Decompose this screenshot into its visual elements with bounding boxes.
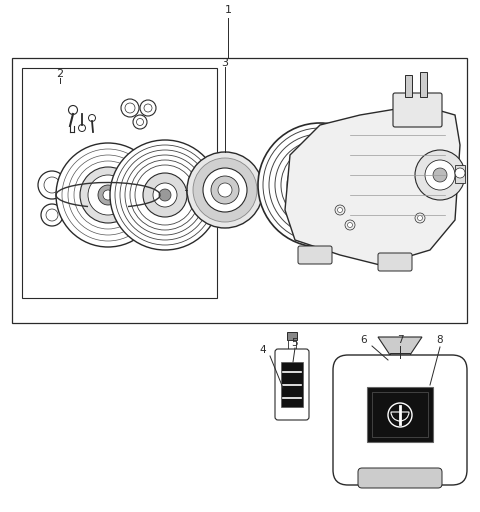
Circle shape bbox=[335, 205, 345, 215]
Circle shape bbox=[305, 170, 335, 200]
Circle shape bbox=[193, 158, 257, 222]
Circle shape bbox=[425, 160, 455, 190]
Bar bbox=[405, 75, 412, 97]
Polygon shape bbox=[378, 337, 422, 355]
Bar bbox=[367, 387, 433, 442]
Circle shape bbox=[143, 173, 187, 217]
Circle shape bbox=[415, 150, 465, 200]
Circle shape bbox=[153, 183, 177, 207]
Circle shape bbox=[144, 104, 152, 112]
Polygon shape bbox=[285, 105, 460, 265]
Circle shape bbox=[88, 175, 128, 215]
Text: 6: 6 bbox=[360, 335, 367, 345]
Circle shape bbox=[98, 185, 118, 205]
Circle shape bbox=[136, 118, 144, 125]
Circle shape bbox=[46, 209, 58, 221]
Bar bbox=[22, 68, 217, 298]
Text: 8: 8 bbox=[437, 335, 444, 345]
Circle shape bbox=[121, 99, 139, 117]
Bar bbox=[390, 353, 410, 361]
Circle shape bbox=[211, 176, 239, 204]
Circle shape bbox=[418, 216, 422, 221]
Circle shape bbox=[41, 204, 63, 226]
Circle shape bbox=[103, 190, 113, 200]
Circle shape bbox=[298, 163, 342, 207]
FancyBboxPatch shape bbox=[358, 468, 442, 488]
Circle shape bbox=[295, 160, 345, 210]
Circle shape bbox=[312, 177, 328, 193]
Circle shape bbox=[80, 167, 136, 223]
Circle shape bbox=[56, 143, 160, 247]
Circle shape bbox=[140, 100, 156, 116]
Circle shape bbox=[44, 177, 60, 193]
Bar bbox=[372, 392, 428, 437]
FancyBboxPatch shape bbox=[298, 246, 332, 264]
Circle shape bbox=[69, 105, 77, 115]
Text: 5: 5 bbox=[292, 338, 298, 348]
Circle shape bbox=[38, 171, 66, 199]
Circle shape bbox=[79, 124, 85, 132]
Text: 3: 3 bbox=[221, 58, 228, 68]
Circle shape bbox=[125, 103, 135, 113]
Circle shape bbox=[203, 168, 247, 212]
Text: 1: 1 bbox=[225, 5, 231, 15]
Circle shape bbox=[455, 168, 465, 178]
FancyBboxPatch shape bbox=[333, 355, 467, 485]
FancyBboxPatch shape bbox=[275, 349, 309, 420]
Circle shape bbox=[415, 213, 425, 223]
Circle shape bbox=[133, 115, 147, 129]
Circle shape bbox=[433, 168, 447, 182]
Circle shape bbox=[218, 183, 232, 197]
Bar bbox=[390, 360, 410, 370]
Bar bbox=[281, 362, 303, 407]
Circle shape bbox=[88, 115, 96, 121]
Bar bbox=[12, 58, 467, 323]
Circle shape bbox=[337, 207, 343, 212]
Bar bbox=[287, 332, 297, 340]
Circle shape bbox=[258, 123, 382, 247]
Text: 4: 4 bbox=[260, 345, 266, 355]
Text: 2: 2 bbox=[57, 69, 63, 79]
Circle shape bbox=[187, 152, 263, 228]
Text: 7: 7 bbox=[396, 335, 403, 345]
FancyBboxPatch shape bbox=[393, 93, 442, 127]
Circle shape bbox=[345, 220, 355, 230]
Bar bbox=[420, 72, 427, 97]
Circle shape bbox=[348, 223, 352, 227]
Circle shape bbox=[388, 403, 412, 427]
Bar bbox=[288, 340, 296, 352]
Circle shape bbox=[159, 189, 171, 201]
Circle shape bbox=[110, 140, 220, 250]
FancyBboxPatch shape bbox=[378, 253, 412, 271]
Bar bbox=[455, 165, 465, 183]
